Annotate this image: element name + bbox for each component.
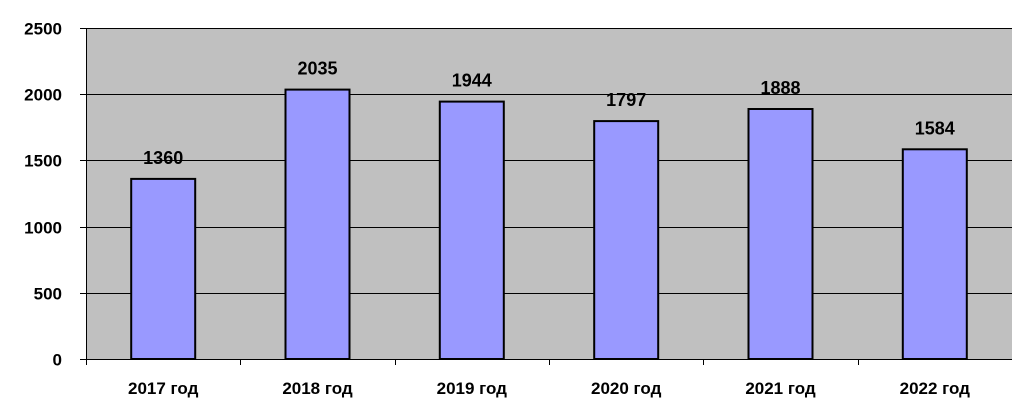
data-label: 1584 — [915, 118, 955, 138]
x-axis-category-labels: 2017 год 2018 год 2019 год 2020 год 2021 год… — [128, 379, 970, 398]
y-tick-label: 2000 — [24, 86, 62, 105]
plot-area — [86, 28, 1012, 359]
x-tick-label: 2019 год — [437, 379, 508, 398]
bar-2020-год — [593, 120, 660, 360]
data-labels: 1360 2035 1944 1797 1888 1584 — [143, 59, 955, 168]
gridlines — [86, 28, 1012, 294]
y-tick-label: 500 — [34, 285, 62, 304]
bar-2021-год — [747, 108, 814, 360]
data-label: 1797 — [606, 90, 646, 110]
bars — [130, 88, 968, 360]
x-tick-label: 2021 год — [745, 379, 816, 398]
x-tick-label: 2018 год — [282, 379, 353, 398]
x-tick-label: 2022 год — [900, 379, 971, 398]
bar-2017-год — [130, 177, 197, 360]
y-tick-label: 1000 — [24, 219, 62, 238]
data-label: 2035 — [297, 59, 337, 79]
bar-2019-год — [438, 100, 505, 360]
data-label: 1360 — [143, 148, 183, 168]
y-tick-label: 2500 — [24, 20, 62, 39]
x-tick-label: 2020 год — [591, 379, 662, 398]
y-axis-tick-labels: 0 500 1000 1500 2000 2500 — [24, 20, 62, 370]
bar-2022-год — [901, 148, 968, 360]
x-tick-label: 2017 год — [128, 379, 199, 398]
bar-2018-год — [284, 88, 351, 360]
axes — [80, 28, 1012, 365]
data-label: 1888 — [760, 78, 800, 98]
data-label: 1944 — [452, 71, 492, 91]
y-tick-label: 0 — [53, 351, 62, 370]
y-tick-label: 1500 — [24, 152, 62, 171]
